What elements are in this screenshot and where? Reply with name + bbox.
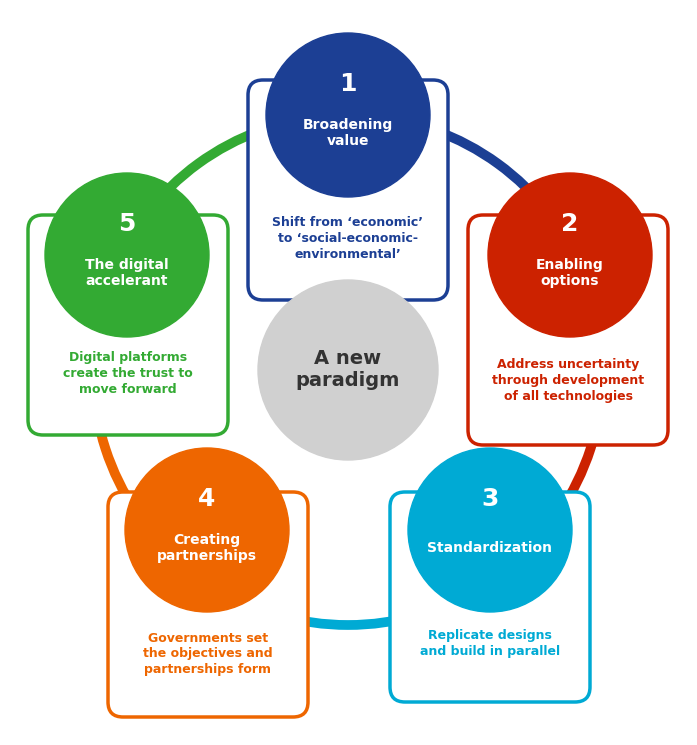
Circle shape	[125, 448, 289, 612]
Text: Governments set
the objectives and
partnerships form: Governments set the objectives and partn…	[143, 632, 273, 676]
FancyBboxPatch shape	[390, 492, 590, 702]
Circle shape	[45, 173, 209, 337]
Text: Address uncertainty
through development
of all technologies: Address uncertainty through development …	[492, 358, 644, 403]
FancyBboxPatch shape	[468, 215, 668, 445]
Text: The digital
accelerant: The digital accelerant	[85, 258, 169, 288]
Text: 5: 5	[118, 212, 136, 236]
FancyBboxPatch shape	[28, 215, 228, 435]
Text: 1: 1	[339, 72, 357, 96]
Text: Standardization: Standardization	[427, 541, 553, 555]
Text: A new
paradigm: A new paradigm	[296, 349, 400, 390]
Text: 2: 2	[561, 212, 579, 236]
Text: Replicate designs
and build in parallel: Replicate designs and build in parallel	[420, 629, 560, 658]
Circle shape	[266, 33, 430, 197]
Text: Shift from ‘economic’
to ‘social-economic-
environmental’: Shift from ‘economic’ to ‘social-economi…	[273, 216, 424, 261]
Text: Creating
partnerships: Creating partnerships	[157, 533, 257, 563]
Text: 4: 4	[199, 486, 215, 511]
Circle shape	[258, 280, 438, 460]
Text: Enabling
options: Enabling options	[536, 258, 604, 288]
Text: Broadening
value: Broadening value	[303, 118, 393, 148]
FancyBboxPatch shape	[108, 492, 308, 717]
Circle shape	[488, 173, 652, 337]
Circle shape	[408, 448, 572, 612]
FancyBboxPatch shape	[248, 80, 448, 300]
Text: Digital platforms
create the trust to
move forward: Digital platforms create the trust to mo…	[63, 351, 193, 396]
Text: 3: 3	[482, 486, 498, 511]
